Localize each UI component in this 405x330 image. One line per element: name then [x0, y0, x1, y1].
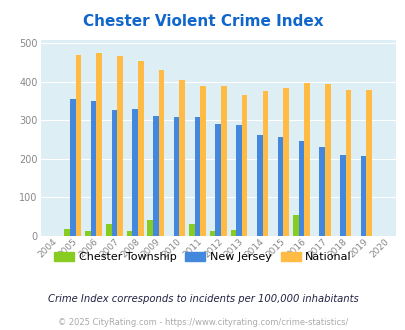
Bar	[106, 224, 111, 236]
Text: Crime Index corresponds to incidents per 100,000 inhabitants: Crime Index corresponds to incidents per…	[47, 294, 358, 304]
Bar	[179, 80, 185, 236]
Bar	[283, 88, 288, 236]
Bar	[339, 155, 345, 236]
Bar	[158, 70, 164, 236]
Bar	[173, 117, 179, 236]
Bar	[117, 56, 122, 236]
Bar	[111, 110, 117, 236]
Bar	[126, 231, 132, 236]
Bar	[230, 230, 236, 236]
Bar	[96, 53, 102, 236]
Bar	[277, 137, 283, 236]
Bar	[64, 229, 70, 236]
Bar	[262, 91, 268, 236]
Bar	[303, 83, 309, 236]
Bar	[298, 141, 303, 236]
Bar	[360, 156, 366, 236]
Bar	[324, 84, 330, 236]
Bar	[70, 99, 75, 236]
Bar	[194, 117, 200, 236]
Bar	[209, 231, 215, 236]
Bar	[292, 215, 298, 236]
Bar	[153, 116, 158, 236]
Bar	[366, 90, 371, 236]
Legend: Chester Township, New Jersey, National: Chester Township, New Jersey, National	[50, 248, 355, 267]
Bar	[318, 148, 324, 236]
Bar	[215, 123, 220, 236]
Text: © 2025 CityRating.com - https://www.cityrating.com/crime-statistics/: © 2025 CityRating.com - https://www.city…	[58, 318, 347, 327]
Bar	[345, 90, 350, 236]
Bar	[85, 231, 91, 236]
Bar	[236, 125, 241, 236]
Bar	[147, 220, 153, 236]
Bar	[91, 101, 96, 236]
Bar	[220, 86, 226, 236]
Bar	[241, 95, 247, 236]
Bar	[189, 224, 194, 236]
Bar	[75, 55, 81, 236]
Bar	[132, 109, 138, 236]
Bar	[256, 136, 262, 236]
Bar	[200, 86, 205, 236]
Text: Chester Violent Crime Index: Chester Violent Crime Index	[83, 14, 322, 29]
Bar	[138, 61, 143, 236]
